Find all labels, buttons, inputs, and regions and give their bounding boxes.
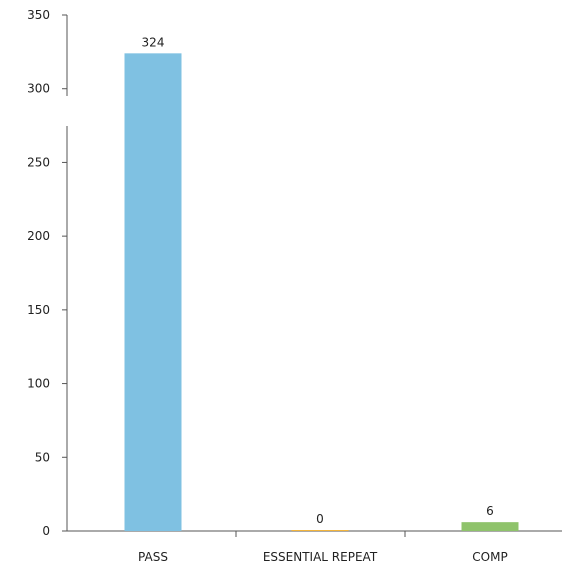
bar-pass bbox=[124, 53, 182, 532]
y-axis: 0 50 100 150 200 250 300 350 bbox=[27, 8, 68, 538]
bars bbox=[124, 53, 519, 532]
y-tick-label: 0 bbox=[42, 524, 50, 538]
y-tick-label: 100 bbox=[27, 377, 50, 391]
y-tick-label: 150 bbox=[27, 303, 50, 317]
bar-comp bbox=[461, 522, 519, 531]
data-label: 6 bbox=[486, 504, 494, 518]
data-label: 0 bbox=[316, 512, 324, 526]
x-tick-label: ESSENTIAL REPEAT bbox=[263, 550, 378, 564]
y-tick-label: 250 bbox=[27, 155, 50, 169]
x-axis: PASS ESSENTIAL REPEAT COMP bbox=[67, 530, 562, 564]
y-tick-label: 50 bbox=[35, 450, 50, 464]
x-tick-label: COMP bbox=[472, 550, 507, 564]
y-tick-label: 350 bbox=[27, 8, 50, 22]
data-label: 324 bbox=[142, 35, 165, 49]
y-tick-label: 200 bbox=[27, 229, 50, 243]
bar-essential-repeat bbox=[291, 530, 349, 531]
data-labels: 324 0 6 bbox=[142, 35, 494, 526]
x-tick-label: PASS bbox=[138, 550, 168, 564]
y-tick-label: 300 bbox=[27, 82, 50, 96]
